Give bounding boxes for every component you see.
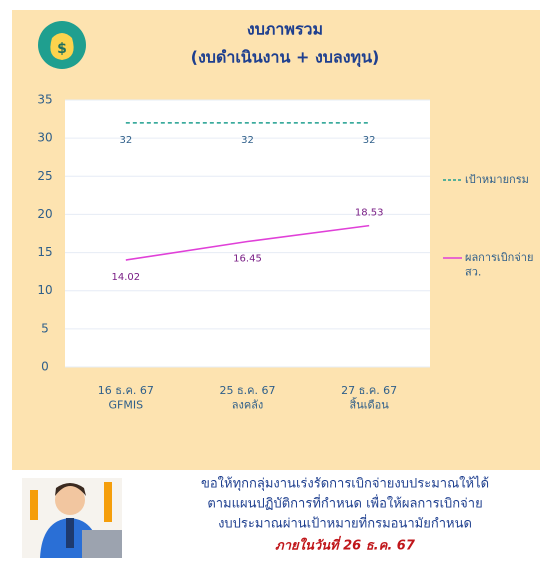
y-tick-label: 30: [37, 131, 52, 145]
person-illustration: [22, 478, 122, 558]
notice-line: งบประมาณผ่านเป้าหมายที่กรมอนามัยกำหนด: [218, 515, 472, 532]
chart-title: งบภาพรวม: [247, 20, 323, 39]
value-label: 16.45: [233, 254, 262, 265]
y-tick-label: 10: [37, 283, 52, 297]
y-tick-label: 35: [37, 93, 52, 107]
value-label: 14.02: [112, 272, 141, 283]
y-tick-label: 5: [41, 321, 49, 335]
value-label: 32: [119, 135, 132, 146]
y-tick-label: 25: [37, 169, 52, 183]
legend-label: เป้าหมายกรม: [465, 173, 529, 186]
notice-line: ตามแผนปฏิบัติการที่กำหนด เพื่อให้ผลการเบ…: [207, 495, 482, 512]
notice-deadline: ภายในวันที่ 26 ธ.ค. 67: [275, 536, 416, 554]
x-tick-label: 25 ธ.ค. 67 ลงคลัง: [219, 384, 275, 411]
value-label: 32: [363, 135, 376, 146]
y-tick-label: 20: [37, 207, 52, 221]
series-line: [125, 224, 370, 261]
legend-label: ผลการเบิกจ่ายสว.: [465, 251, 533, 278]
y-tick-label: 0: [41, 360, 49, 374]
x-tick-label: 16 ธ.ค. 67 GFMIS: [98, 384, 154, 411]
plot-area: [65, 100, 430, 367]
y-tick-label: 15: [37, 245, 52, 259]
x-tick-label: 27 ธ.ค. 67 สิ้นเดือน: [341, 384, 397, 411]
svg-text:$: $: [57, 41, 67, 57]
money-icon: $: [38, 21, 86, 69]
notice-line: ขอให้ทุกกลุ่มงานเร่งรัดการเบิกจ่ายงบประม…: [201, 476, 489, 492]
chart-subtitle: (งบดำเนินงาน + งบลงทุน): [191, 48, 380, 68]
value-label: 32: [241, 135, 254, 146]
value-label: 18.53: [355, 208, 384, 219]
